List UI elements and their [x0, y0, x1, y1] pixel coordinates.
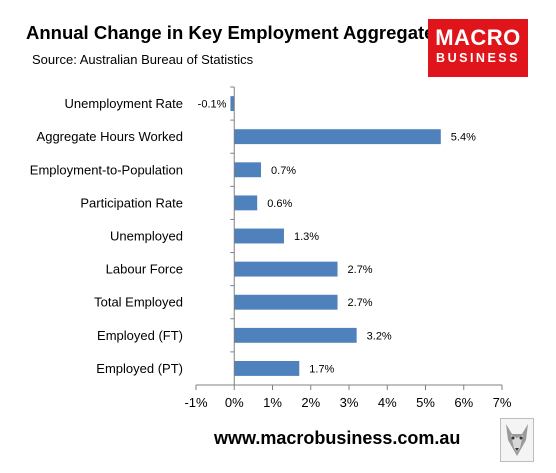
- category-label: Employed (PT): [96, 361, 183, 376]
- x-tick-label: 4%: [378, 395, 397, 410]
- category-label: Employment-to-Population: [30, 162, 183, 177]
- category-label: Employed (FT): [97, 328, 183, 343]
- axis-layer: -1% 0% 1% 2% 3% 4% 5% 6% 7%: [184, 86, 512, 410]
- category-label: Unemployment Rate: [65, 96, 184, 111]
- bars-layer: [230, 96, 441, 376]
- wolf-icon: [500, 418, 534, 462]
- bar: [234, 261, 338, 277]
- data-label: 2.7%: [348, 264, 373, 276]
- data-label: 3.2%: [367, 330, 392, 342]
- bar: [234, 360, 300, 376]
- x-tick-label: 6%: [454, 395, 473, 410]
- bar: [234, 228, 284, 244]
- logo-line-business: BUSINESS: [436, 51, 520, 65]
- category-label: Participation Rate: [80, 195, 183, 210]
- category-label: Unemployed: [110, 229, 183, 244]
- category-label: Aggregate Hours Worked: [37, 129, 183, 144]
- x-tick-label: -1%: [184, 395, 208, 410]
- data-label: 5.4%: [451, 132, 476, 144]
- macrobusiness-logo: MACRO BUSINESS: [428, 19, 528, 77]
- bar: [230, 96, 235, 112]
- bar: [234, 294, 338, 310]
- bar: [234, 162, 262, 178]
- chart-source: Source: Australian Bureau of Statistics: [32, 52, 254, 67]
- data-label: 1.7%: [309, 363, 334, 375]
- x-tick-label: 0%: [225, 395, 244, 410]
- x-tick-label: 7%: [493, 395, 512, 410]
- category-label: Total Employed: [94, 295, 183, 310]
- chart-title: Annual Change in Key Employment Aggregat…: [26, 22, 445, 43]
- bar: [234, 195, 258, 211]
- data-label: 1.3%: [294, 231, 319, 243]
- footer-url: www.macrobusiness.com.au: [214, 428, 461, 448]
- labels-layer: Unemployment Rate -0.1% Aggregate Hours Wo…: [30, 96, 476, 376]
- category-label: Labour Force: [106, 262, 183, 277]
- bar: [234, 327, 357, 343]
- x-tick-label: 1%: [263, 395, 282, 410]
- x-tick-label: 3%: [340, 395, 359, 410]
- x-tick-label: 2%: [301, 395, 320, 410]
- x-tick-label: 5%: [416, 395, 435, 410]
- data-label: 0.6%: [267, 198, 292, 210]
- bar: [234, 129, 441, 145]
- data-label: -0.1%: [198, 99, 227, 111]
- data-label: 0.7%: [271, 165, 296, 177]
- data-label: 2.7%: [348, 297, 373, 309]
- logo-line-macro: MACRO: [435, 25, 521, 50]
